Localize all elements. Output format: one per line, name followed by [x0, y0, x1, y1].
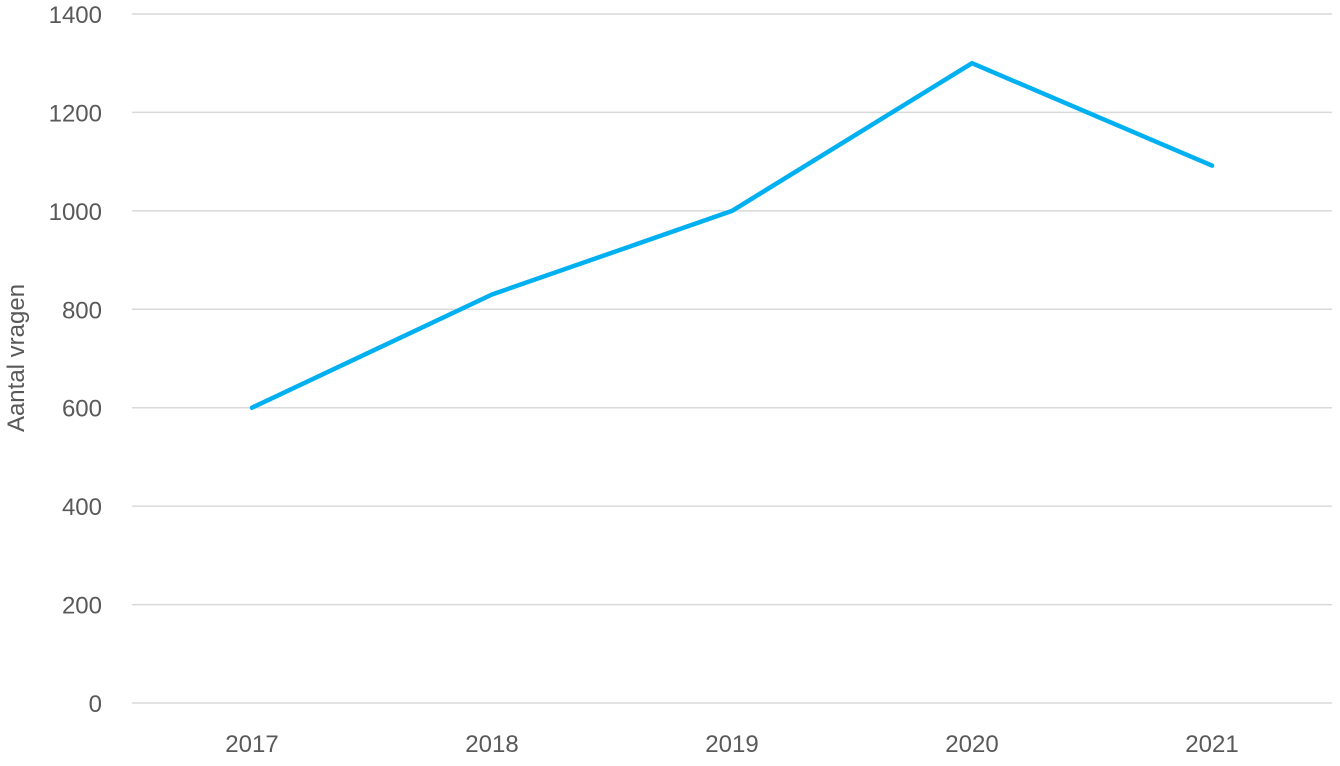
- y-tick-label: 400: [62, 494, 102, 521]
- y-tick-label: 800: [62, 297, 102, 324]
- data-point: [250, 405, 254, 410]
- x-tick-label: 2017: [225, 731, 278, 758]
- y-axis-ticks: 0 200 400 600 800 1000 1200 1400: [49, 2, 102, 718]
- y-tick-label: 0: [89, 691, 102, 718]
- y-tick-label: 1000: [49, 199, 102, 226]
- data-point: [490, 292, 494, 297]
- data-point: [970, 61, 974, 66]
- x-tick-label: 2018: [465, 731, 518, 758]
- y-tick-label: 1400: [49, 2, 102, 29]
- y-tick-label: 600: [62, 396, 102, 423]
- x-tick-label: 2019: [705, 731, 758, 758]
- y-axis-title: Aantal vragen: [3, 284, 30, 432]
- data-point: [730, 208, 734, 213]
- series-line: [249, 60, 1215, 410]
- y-tick-label: 200: [62, 593, 102, 620]
- x-tick-label: 2020: [945, 731, 998, 758]
- y-tick-label: 1200: [49, 100, 102, 127]
- x-axis-ticks: 2017 2018 2019 2020 2021: [225, 731, 1238, 758]
- series-group: [249, 60, 1215, 410]
- gridlines: [132, 13, 1332, 704]
- data-point: [1210, 163, 1214, 168]
- x-tick-label: 2021: [1185, 731, 1238, 758]
